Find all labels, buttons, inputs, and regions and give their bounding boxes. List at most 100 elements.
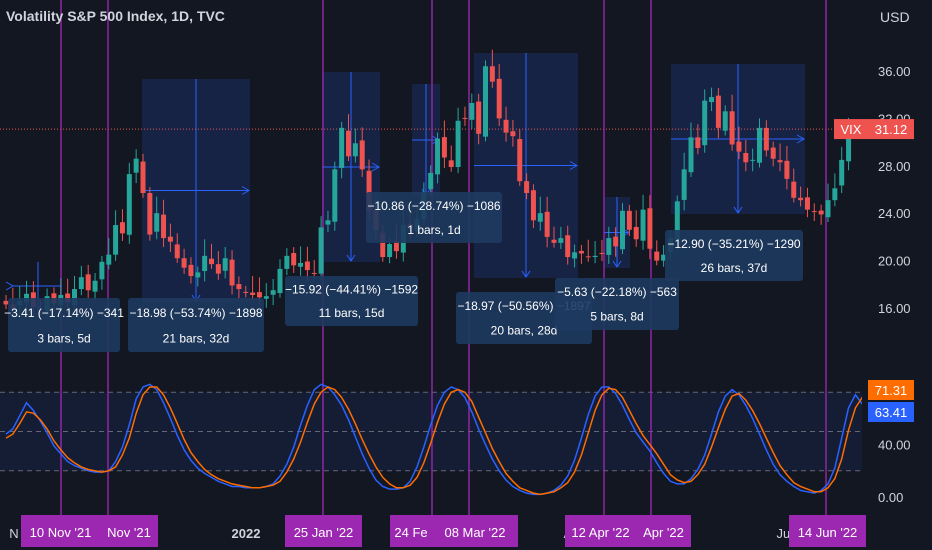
candle [147,193,153,235]
candle [455,120,461,167]
candle [722,111,728,131]
candle [483,66,488,137]
candle [441,137,447,158]
candle [524,181,530,194]
candle [263,296,269,299]
measure-arrow-right-2 [241,186,251,195]
candle [181,258,187,268]
candle [339,127,345,168]
candle [154,213,160,232]
candle [126,174,132,235]
candle [188,264,194,277]
candle [846,129,852,162]
candle [195,272,201,278]
candle [517,139,523,182]
candle [565,235,571,258]
candle [393,241,399,252]
candle [791,181,797,198]
candle [161,214,167,239]
candle [551,239,557,243]
candle [661,254,667,261]
measure-label-box-3 [285,276,418,326]
candle [633,226,639,240]
candle [140,161,146,194]
date-badge-bg [21,515,100,547]
candle [544,211,550,237]
measure-duration-text: 21 bars, 32d [163,331,230,345]
date-badge: 14 Jun '22 [798,525,858,540]
candle [236,284,242,290]
candle [72,289,77,305]
measure-duration-text: 11 bars, 15d [319,306,385,320]
candle [222,258,228,271]
candle [202,255,208,272]
candle [243,291,249,293]
candle [78,277,84,290]
candle [435,138,441,175]
candle [119,222,125,234]
measure-duration-text: 1 bars, 1d [407,223,460,237]
candle [530,190,536,221]
candle [647,208,653,249]
date-badge: Apr '22 [643,525,684,540]
candle [3,300,9,305]
candle [359,140,365,170]
measure-change-text: −18.98 (−53.74%) −1898 [129,306,262,320]
candle [92,280,98,292]
candle [709,97,715,103]
measure-labels: −3.41 (−17.14%) −341 3 bars, 5d −18.98 (−5… [4,192,803,352]
measure-arrow-down-5 [521,270,531,278]
candle [620,210,625,250]
measure-duration-text: 20 bars, 28d [491,324,558,338]
candle [626,210,632,230]
measure-arrow-right-5 [569,161,579,170]
stoch-k-line [5,383,870,496]
measure-duration-text: 3 bars, 5d [37,331,90,345]
candle [366,170,372,211]
candle [65,293,71,303]
measure-duration-text: 26 bars, 37d [701,261,768,275]
candle [298,262,304,267]
measure-arrow-down-7 [733,206,743,214]
measure-label-box-2 [128,298,264,352]
date-badge-bg [636,515,691,547]
stoch-d-line [5,386,870,496]
candle [640,209,646,241]
symbol-tag: VIX [841,122,862,137]
measure-arrow-down-6 [612,260,622,268]
measure-arrow-right-3 [371,162,381,172]
time-axis-label: 2022 [232,526,261,541]
candle [270,290,276,295]
candle [489,66,495,82]
candle [674,201,680,240]
stoch-k-badge: 63.41 [875,405,908,420]
candle [250,292,256,295]
measure-label-box-6 [555,278,679,330]
candle [133,158,139,173]
candle [352,143,358,157]
candle [85,274,91,291]
measure-arrow-down-3 [346,254,356,262]
candle [332,169,338,222]
stoch-band [0,392,862,471]
date-badge-bg [100,515,158,547]
stochastic-panel [5,383,870,496]
date-badge: 24 Fe [394,525,427,540]
price-tick-label: 16.00 [878,301,911,316]
candle [804,197,810,210]
price-axis-bg [862,0,932,515]
price-tick-label: 24.00 [878,206,911,221]
date-badge-bg [565,515,636,547]
candle [613,236,619,247]
candle [832,188,838,201]
price-tag: 31.12 [875,122,908,137]
candle [277,268,283,294]
candle [585,256,591,258]
price-tick-label: 20.00 [878,254,911,269]
measure-label-box-4 [366,192,502,243]
price-tag-bg [868,119,914,140]
measure-label-box-1 [8,298,120,352]
currency-label: USD [880,9,910,25]
